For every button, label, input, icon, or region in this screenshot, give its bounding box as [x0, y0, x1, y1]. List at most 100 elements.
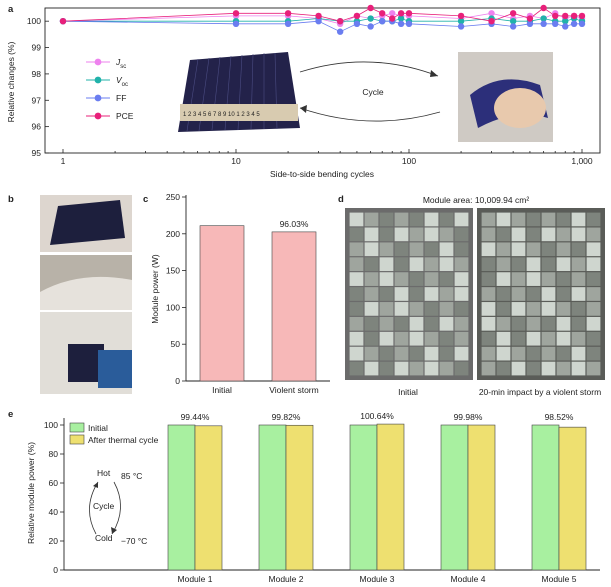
thermal-cycle-center-label: Cycle — [93, 501, 115, 511]
el-cell — [556, 227, 571, 242]
el-cell — [394, 227, 409, 242]
el-cell — [541, 346, 556, 361]
el-image-after-storm — [477, 208, 605, 380]
el-cell — [364, 331, 379, 346]
el-cell — [496, 212, 511, 227]
data-point-pce — [457, 12, 465, 20]
bar-initial — [199, 225, 245, 382]
panel-label-b: b — [8, 194, 14, 205]
el-cell — [586, 212, 601, 227]
el-cell — [454, 287, 469, 301]
el-cell — [511, 331, 526, 346]
el-cell — [496, 316, 511, 331]
el-cell — [424, 212, 439, 227]
data-point-voc — [540, 15, 547, 22]
el-cell — [394, 212, 409, 227]
panel-c-y-axis-label: Module power (W) — [150, 254, 160, 324]
panel-e-chart: 0 20 40 60 80 100 Module 1 99.44% Module 2 99.82… — [26, 411, 600, 584]
panel-a-series-points — [59, 4, 586, 35]
el-cell — [379, 361, 394, 376]
el-cell — [439, 361, 454, 376]
el-cell — [364, 242, 379, 257]
data-point-voc — [457, 17, 465, 25]
data-point-ff — [336, 28, 344, 35]
panel-a-legend: Jsc Voc FF PCE — [86, 57, 134, 121]
x-tick-label: 1 — [61, 156, 66, 166]
ruler-text: 1 2 3 4 5 6 7 8 9 10 1 2 3 4 5 — [183, 112, 260, 118]
thermal-cycle-hot-temp: 85 °C — [121, 471, 142, 481]
el-cell — [454, 257, 469, 272]
y-tick-label: 150 — [166, 266, 180, 276]
legend-label: Voc — [116, 75, 128, 88]
y-tick-label: 20 — [49, 536, 59, 546]
el-cell — [424, 272, 439, 286]
el-cell — [394, 346, 409, 361]
el-cell — [511, 212, 526, 227]
cycle-arrow-forward — [299, 61, 439, 77]
el-cell — [379, 287, 394, 301]
panel-a-y-ticks: 95 96 97 98 99 100 — [27, 16, 49, 158]
el-cell — [481, 242, 496, 257]
data-point-pce — [570, 12, 578, 20]
panel-a-frame — [44, 7, 601, 154]
curved-surface — [40, 276, 132, 310]
data-point-ff — [405, 20, 413, 28]
bar-initial — [349, 424, 378, 571]
data-point-ff — [379, 17, 386, 25]
el-cell — [511, 316, 526, 331]
el-cell — [511, 302, 526, 316]
bar-after-thermal-cycle — [558, 426, 587, 571]
y-tick-label: 96 — [32, 122, 42, 132]
el-cell — [439, 272, 454, 286]
el-cell — [586, 316, 601, 331]
el-cell — [556, 272, 571, 286]
el-cell — [349, 212, 364, 227]
data-point-pce — [353, 12, 361, 20]
panel-a-y-axis-label: Relative changes (%) — [6, 41, 16, 122]
panel-label-c: c — [143, 194, 148, 205]
y-tick-label: 97 — [32, 95, 42, 105]
legend-swatch — [69, 434, 85, 445]
y-tick-label: 40 — [49, 507, 59, 517]
el-cell — [541, 227, 556, 242]
el-cell — [541, 361, 556, 376]
el-cell — [379, 212, 394, 227]
el-cell — [526, 316, 541, 331]
el-cell — [526, 287, 541, 301]
data-point-pce — [405, 10, 413, 17]
el-cell — [541, 257, 556, 272]
data-point-jsc — [488, 10, 495, 17]
el-cell — [541, 272, 556, 286]
data-point-jsc — [389, 10, 396, 17]
el-cell — [409, 331, 424, 346]
legend-label: FF — [116, 93, 126, 103]
el-cell — [556, 302, 571, 316]
bar-after-thermal-cycle — [467, 424, 496, 571]
el-cell — [556, 361, 571, 376]
panel-d-title: Module area: 10,009.94 cm² — [423, 195, 529, 205]
el-cell — [571, 331, 586, 346]
el-cell — [364, 272, 379, 286]
el-cell — [394, 242, 409, 257]
el-cell — [349, 346, 364, 361]
el-cell — [394, 287, 409, 301]
data-point-ff — [284, 20, 292, 28]
data-point-pce — [578, 12, 586, 20]
y-tick-label: 0 — [53, 565, 58, 575]
el-cell — [409, 257, 424, 272]
el-cell — [439, 257, 454, 272]
el-cell — [439, 212, 454, 227]
el-cell — [556, 287, 571, 301]
el-cell — [379, 331, 394, 346]
el-cell — [439, 316, 454, 331]
el-cell — [379, 316, 394, 331]
el-cell — [349, 272, 364, 286]
x-tick-label: Module 3 — [360, 574, 395, 584]
series-line-ff — [62, 20, 582, 33]
y-tick-label: 60 — [49, 478, 59, 488]
x-tick-label: Initial — [212, 385, 232, 395]
el-cell — [586, 331, 601, 346]
legend-label: Jsc — [115, 57, 126, 70]
y-tick-label: 200 — [166, 229, 180, 239]
el-cell — [556, 316, 571, 331]
